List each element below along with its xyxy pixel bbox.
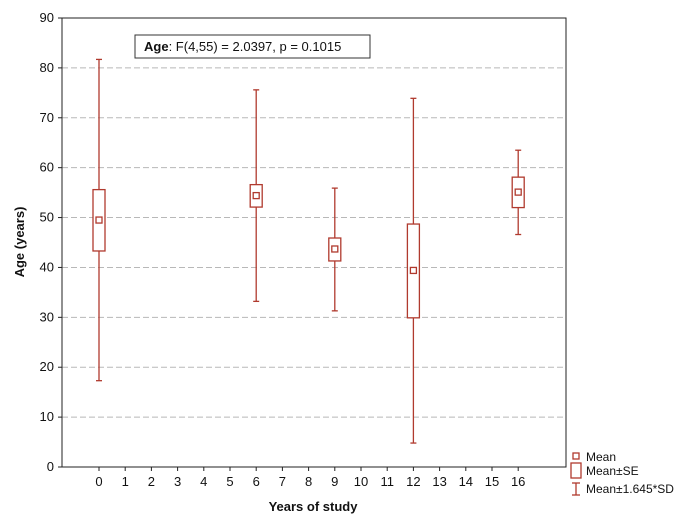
group-9: [328, 187, 342, 312]
legend-mean-marker: [572, 452, 580, 460]
mean-marker-9: [331, 245, 339, 253]
x-tick-label-14: 14: [459, 474, 473, 489]
x-axis-title: Years of study: [269, 499, 359, 514]
x-tick-label-16: 16: [511, 474, 525, 489]
x-tick-label-5: 5: [226, 474, 233, 489]
plot-marks: [92, 58, 525, 444]
legend: Mean Mean±SE Mean±1.645*SD: [570, 450, 674, 496]
x-tick-label-11: 11: [380, 474, 394, 489]
y-tick-label-90: 90: [40, 10, 54, 25]
legend-mean-label: Mean: [586, 450, 616, 464]
annotation-box: Age: F(4,55) = 2.0397, p = 0.1015: [134, 34, 371, 59]
annotation-stat: F(4,55) = 2.0397, p = 0.1015: [176, 39, 342, 54]
legend-item-mean: Mean: [572, 450, 616, 464]
y-tick-label-60: 60: [40, 160, 54, 175]
grid-lines: [62, 67, 566, 418]
y-axis-title: Age (years): [12, 207, 27, 278]
y-tick-label-80: 80: [40, 60, 54, 75]
x-tick-label-10: 10: [354, 474, 368, 489]
group-16: [511, 149, 525, 236]
y-tick-label-40: 40: [40, 259, 54, 274]
x-tick-label-7: 7: [279, 474, 286, 489]
y-tick-label-20: 20: [40, 359, 54, 374]
annotation-text: Age: F(4,55) = 2.0397, p = 0.1015: [144, 39, 341, 54]
x-tick-label-15: 15: [485, 474, 499, 489]
x-tick-label-8: 8: [305, 474, 312, 489]
legend-se-marker: [570, 462, 582, 479]
group-0: [92, 58, 106, 382]
legend-se-label: Mean±SE: [586, 464, 639, 478]
legend-item-se: Mean±SE: [570, 462, 639, 479]
x-tick-label-3: 3: [174, 474, 181, 489]
y-tick-label-70: 70: [40, 110, 54, 125]
y-tick-label-50: 50: [40, 210, 54, 225]
legend-sd-label: Mean±1.645*SD: [586, 482, 674, 496]
mean-marker-0: [95, 216, 103, 224]
x-tick-label-6: 6: [253, 474, 260, 489]
group-12: [406, 97, 421, 444]
y-tick-label-10: 10: [40, 409, 54, 424]
x-tick-label-12: 12: [406, 474, 420, 489]
x-tick-label-13: 13: [432, 474, 446, 489]
y-tick-label-30: 30: [40, 309, 54, 324]
y-tick-label-0: 0: [47, 459, 54, 474]
group-6: [249, 89, 263, 303]
x-tick-label-4: 4: [200, 474, 207, 489]
x-tick-label-1: 1: [122, 474, 129, 489]
annotation-label: Age: [144, 39, 169, 54]
annotation-colon: :: [169, 39, 176, 54]
mean-marker-16: [514, 188, 522, 196]
legend-item-sd: Mean±1.645*SD: [572, 482, 674, 496]
annotation-frame: [134, 34, 371, 59]
mean-marker-6: [252, 191, 260, 200]
x-tick-label-2: 2: [148, 474, 155, 489]
plot-frame: [61, 17, 567, 468]
mean-marker-12: [409, 266, 418, 275]
x-tick-label-9: 9: [331, 474, 338, 489]
x-tick-label-0: 0: [95, 474, 102, 489]
